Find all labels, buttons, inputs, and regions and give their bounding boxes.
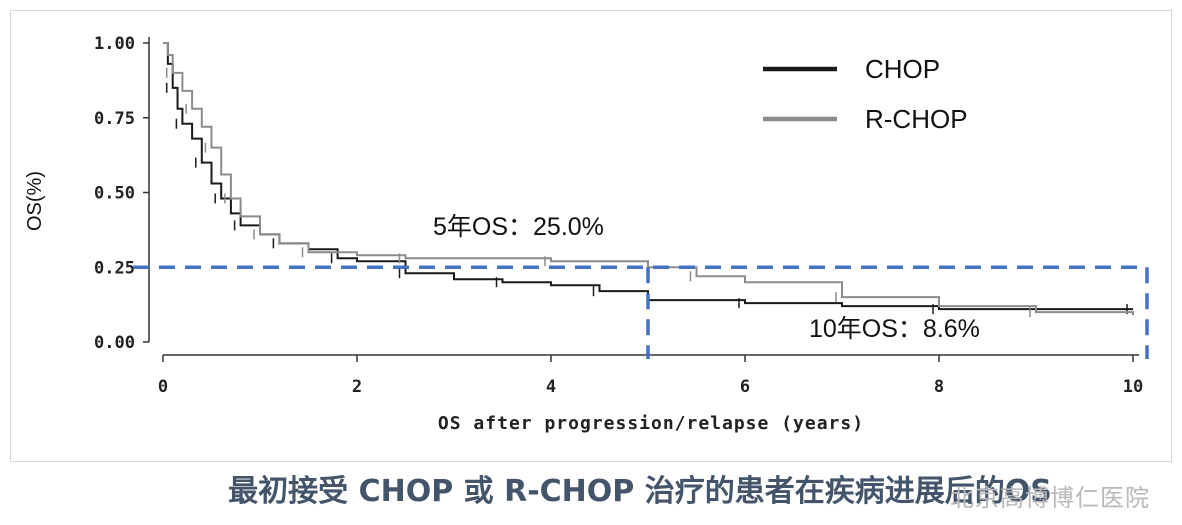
x-tick-label: 2	[352, 377, 362, 397]
x-axis-label: OS after progression/relapse (years)	[438, 413, 864, 434]
legend-label: R-CHOP	[865, 104, 968, 134]
y-tick-label: 1.00	[94, 34, 135, 54]
x-tick-label: 6	[740, 377, 750, 397]
y-axis-label: OS(%)	[24, 171, 46, 231]
km-survival-chart: 0.000.250.500.751.00 0 2 4 6 8 10 CHOPR-CHOP …	[24, 34, 1149, 434]
chart-axes	[148, 37, 1139, 356]
x-tick-label: 8	[934, 377, 944, 397]
y-tick-labels: 0.00 0.25 0.50 0.75 1.00	[94, 34, 149, 353]
annotation-10yr-os: 10年OS：8.6%	[809, 315, 980, 343]
annotation-5yr-os: 5年OS：25.0%	[433, 213, 604, 241]
y-tick-label: 0.00	[94, 333, 135, 353]
legend-label: CHOP	[865, 54, 940, 84]
x-tick-label: 4	[546, 377, 556, 397]
figure-caption: 最初接受 CHOP 或 R-CHOP 治疗的患者在疾病进展后的OS	[228, 474, 1052, 509]
y-tick-label: 0.50	[94, 184, 135, 204]
x-tick-label: 10	[1123, 377, 1143, 397]
chart-legend: CHOP R-CHOP	[763, 54, 968, 134]
y-tick-label: 0.75	[94, 109, 135, 129]
y-tick-label: 0.25	[94, 258, 135, 278]
x-tick-label: 0	[158, 377, 168, 397]
figure-panel: 0.00 0.25 0.50 0.75 1.00 0 2 4 6 8 10 CHOP R-CHOP …	[10, 10, 1172, 462]
chart-annotations: 5年OS：25.0% 10年OS：8.6%	[433, 213, 980, 343]
x-tick-labels: 0 2 4 6 8 10	[158, 355, 1143, 397]
reference-box	[133, 265, 1149, 359]
watermark-text: 北京高博博仁医院	[950, 484, 1150, 512]
series-line-r-chop	[163, 42, 1134, 316]
